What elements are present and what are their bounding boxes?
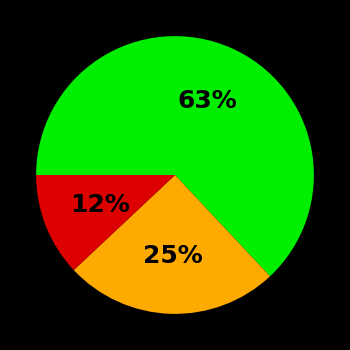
Wedge shape xyxy=(36,175,175,270)
Wedge shape xyxy=(74,175,270,314)
Text: 25%: 25% xyxy=(142,244,202,267)
Text: 12%: 12% xyxy=(70,193,130,217)
Wedge shape xyxy=(36,36,314,276)
Text: 63%: 63% xyxy=(177,89,237,113)
